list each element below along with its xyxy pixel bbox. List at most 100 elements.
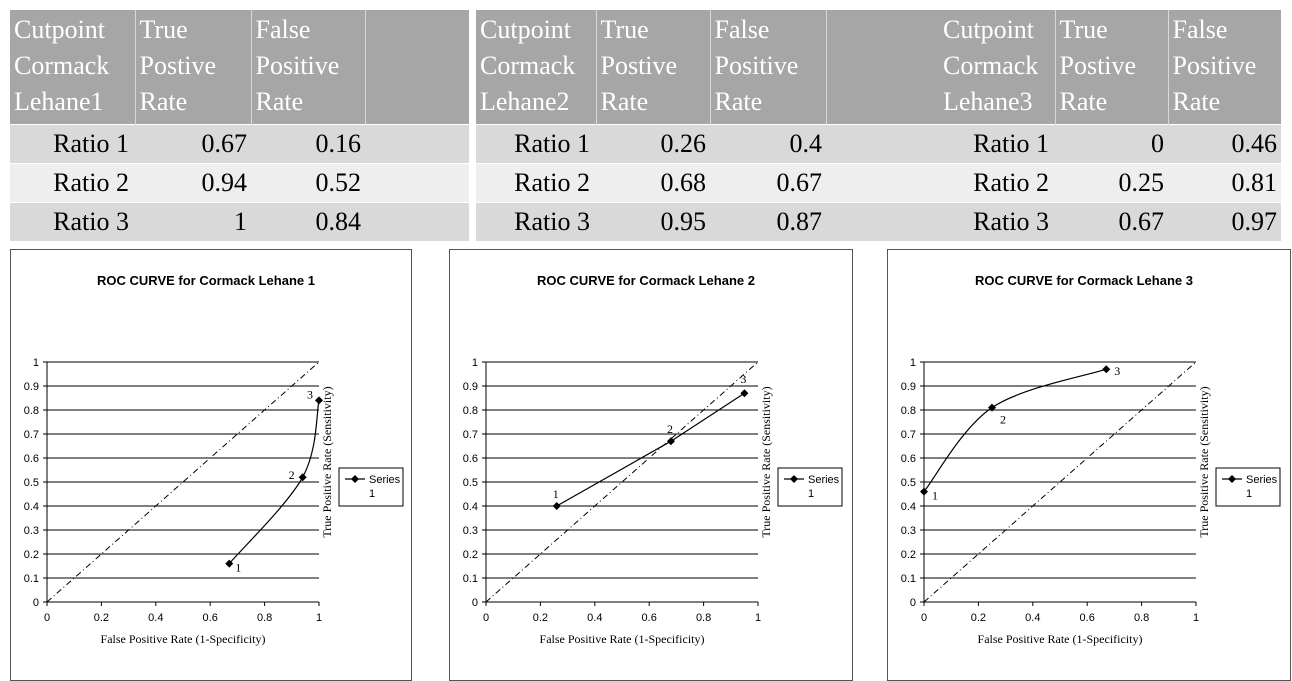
row-fpr: 0.67 bbox=[710, 163, 826, 203]
y-tick-label: 0.1 bbox=[24, 573, 39, 585]
y-axis-label: True Positive Rate (Sensitivity) bbox=[759, 386, 773, 537]
legend-label: Series bbox=[369, 474, 401, 486]
y-tick-label: 0.4 bbox=[24, 501, 39, 513]
table-row: Ratio 1 0 0.46 bbox=[939, 124, 1281, 164]
legend-box bbox=[1215, 467, 1281, 507]
row-fpr: 0.84 bbox=[251, 202, 365, 241]
y-tick-label: 1 bbox=[910, 357, 916, 369]
row-tpr: 0.26 bbox=[596, 124, 710, 164]
y-tick-label: 0.9 bbox=[24, 381, 39, 393]
header-false-positive-rate: False Positive Rate bbox=[710, 10, 827, 125]
y-tick-label: 0.9 bbox=[901, 381, 916, 393]
x-tick-label: 0.6 bbox=[1080, 612, 1095, 624]
row-fpr: 0.81 bbox=[1168, 163, 1281, 203]
x-axis-label: False Positive Rate (1-Specificity) bbox=[540, 632, 705, 646]
roc-chart-2: ROC CURVE for Cormack Lehane 2 0 0.1 0.2 0.3… bbox=[463, 273, 843, 646]
legend-label: Series bbox=[808, 474, 840, 486]
x-tick-label: 0.4 bbox=[148, 612, 163, 624]
x-tick-label: 0.2 bbox=[94, 612, 109, 624]
chart-title: ROC CURVE for Cormack Lehane 3 bbox=[975, 273, 1193, 288]
data-point-marker bbox=[225, 559, 234, 568]
y-tick-label: 0.6 bbox=[24, 453, 39, 465]
y-tick-label: 0.5 bbox=[463, 477, 478, 489]
row-label: Ratio 3 bbox=[939, 202, 1055, 241]
y-tick-label: 0.7 bbox=[24, 429, 39, 441]
y-tick-label: 0.9 bbox=[463, 381, 478, 393]
header-true-positive-rate: True Postive Rate bbox=[596, 10, 711, 125]
x-tick-label: 0 bbox=[483, 612, 489, 624]
row-tpr: 0.94 bbox=[135, 163, 251, 203]
y-tick-label: 0.5 bbox=[901, 477, 916, 489]
row-label: Ratio 1 bbox=[10, 124, 135, 164]
legend-label: 1 bbox=[369, 488, 375, 500]
y-tick-label: 0.2 bbox=[463, 549, 478, 561]
x-tick-label: 0.8 bbox=[257, 612, 272, 624]
header-false-positive-rate: False Positive Rate bbox=[251, 10, 366, 125]
data-point-label: 3 bbox=[307, 387, 313, 401]
y-axis-label: True Positive Rate (Sensitivity) bbox=[320, 386, 334, 537]
y-tick-label: 0.5 bbox=[24, 477, 39, 489]
y-tick-label: 0.1 bbox=[901, 573, 916, 585]
x-tick-label: 0.2 bbox=[971, 612, 986, 624]
row-tpr: 0.68 bbox=[596, 163, 710, 203]
row-tpr: 1 bbox=[135, 202, 251, 241]
row-blank bbox=[826, 202, 939, 241]
row-label: Ratio 2 bbox=[476, 163, 596, 203]
x-tick-label: 1 bbox=[316, 612, 322, 624]
roc-chart-panel-3: ROC CURVE for Cormack Lehane 3 0 0.1 0.2 0.3… bbox=[887, 249, 1291, 681]
y-tick-label: 0.8 bbox=[24, 405, 39, 417]
y-axis-label: True Positive Rate (Sensitivity) bbox=[1197, 386, 1211, 537]
table-row: Ratio 2 0.68 0.67 bbox=[476, 163, 939, 203]
x-tick-label: 0.6 bbox=[642, 612, 657, 624]
table-header-row: Cutpoint Cormack Lehane2 True Postive Ra… bbox=[476, 10, 939, 125]
data-point-label: 3 bbox=[1114, 364, 1120, 378]
row-label: Ratio 2 bbox=[939, 163, 1055, 203]
data-point-marker bbox=[552, 502, 561, 510]
x-tick-label: 0.8 bbox=[696, 612, 711, 624]
header-blank bbox=[365, 10, 469, 125]
row-tpr: 0.25 bbox=[1055, 163, 1168, 203]
header-blank bbox=[826, 10, 939, 125]
data-point-label: 1 bbox=[553, 487, 559, 501]
series-line bbox=[923, 368, 1107, 492]
row-tpr: 0.67 bbox=[135, 124, 251, 164]
x-axis-label: False Positive Rate (1-Specificity) bbox=[978, 632, 1143, 646]
data-point-marker bbox=[666, 437, 675, 446]
table-cormack-lehane-2: Cutpoint Cormack Lehane2 True Postive Ra… bbox=[476, 10, 939, 241]
row-blank bbox=[365, 124, 469, 164]
y-tick-label: 0 bbox=[472, 597, 478, 609]
data-point-label: 2 bbox=[289, 468, 295, 482]
data-point-label: 3 bbox=[740, 372, 746, 386]
y-tick-label: 0 bbox=[33, 597, 39, 609]
table-row: Ratio 1 0.67 0.16 bbox=[10, 124, 469, 164]
row-fpr: 0.87 bbox=[710, 202, 826, 241]
row-label: Ratio 3 bbox=[476, 202, 596, 241]
chart-title: ROC CURVE for Cormack Lehane 2 bbox=[537, 273, 755, 288]
x-tick-label: 1 bbox=[1193, 612, 1199, 624]
x-tick-label: 0 bbox=[921, 612, 927, 624]
legend-label: 1 bbox=[808, 488, 814, 500]
y-tick-label: 0.3 bbox=[24, 525, 39, 537]
y-tick-label: 0.8 bbox=[901, 405, 916, 417]
row-tpr: 0 bbox=[1055, 124, 1168, 164]
x-tick-label: 0.4 bbox=[1025, 612, 1040, 624]
y-tick-label: 0.6 bbox=[463, 453, 478, 465]
row-blank bbox=[826, 124, 939, 164]
x-tick-label: 0.4 bbox=[587, 612, 602, 624]
y-tick-label: 0.3 bbox=[463, 525, 478, 537]
header-true-positive-rate: True Postive Rate bbox=[1055, 10, 1169, 125]
table-cormack-lehane-3: Cutpoint Cormack Lehane3 True Postive Ra… bbox=[939, 10, 1281, 241]
table-row: Ratio 3 1 0.84 bbox=[10, 202, 469, 241]
y-tick-label: 0.6 bbox=[901, 453, 916, 465]
legend-label: Series bbox=[1246, 474, 1278, 486]
row-blank bbox=[365, 163, 469, 203]
y-tick-label: 0 bbox=[910, 597, 916, 609]
y-tick-label: 0.4 bbox=[463, 501, 478, 513]
reference-diagonal-line bbox=[485, 361, 759, 603]
row-fpr: 0.4 bbox=[710, 124, 826, 164]
row-blank bbox=[826, 163, 939, 203]
legend-box bbox=[777, 467, 843, 507]
x-tick-label: 0 bbox=[44, 612, 50, 624]
table-row: Ratio 2 0.25 0.81 bbox=[939, 163, 1281, 203]
legend-marker bbox=[790, 475, 798, 483]
